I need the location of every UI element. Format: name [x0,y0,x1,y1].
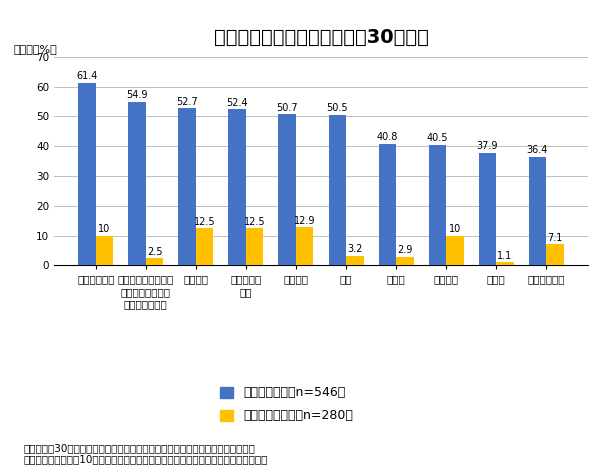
Bar [446,236,464,265]
Bar [178,109,196,265]
Bar [329,115,346,265]
Text: 3.2: 3.2 [347,245,362,255]
Bar [479,153,496,265]
Text: 52.4: 52.4 [226,98,248,108]
Bar [278,114,296,265]
Bar [529,157,546,265]
Legend: テレビで観戦（n=546）, 直接現地で観戦（n=280）: テレビで観戦（n=546）, 直接現地で観戦（n=280） [220,386,353,422]
Text: 50.5: 50.5 [326,103,348,113]
Text: 52.7: 52.7 [176,97,198,107]
Bar [428,145,446,265]
Text: （単位：%）: （単位：%） [14,45,58,55]
Bar [196,228,214,265]
Text: 61.4: 61.4 [76,71,98,81]
Bar [128,102,146,265]
Text: 54.9: 54.9 [127,91,148,100]
Bar [146,258,163,265]
Text: 10: 10 [98,224,110,234]
Bar [379,144,396,265]
Text: 40.5: 40.5 [427,133,448,143]
Text: 40.8: 40.8 [377,132,398,142]
Text: 12.5: 12.5 [244,217,266,227]
Bar [78,82,96,265]
Text: 12.9: 12.9 [294,216,316,226]
Bar [96,236,113,265]
Text: 10: 10 [449,224,461,234]
Bar [246,228,263,265]
Text: 1.1: 1.1 [497,251,512,261]
Text: 36.4: 36.4 [527,146,548,155]
Title: スポーツ観戦について（平成30年度）: スポーツ観戦について（平成30年度） [214,28,428,47]
Bar [229,109,246,265]
Bar [296,227,313,265]
Bar [496,262,514,265]
Text: 出典：平成30年度「県民の運動・スポーツに関する意識・実態調査」（鳥取県）
テレビ観戦割合上位10の競技におけるテレビ観戦割合及び競技場での観戦割合を抽出: 出典：平成30年度「県民の運動・スポーツに関する意識・実態調査」（鳥取県） テレ… [24,443,268,465]
Text: 2.9: 2.9 [397,246,413,255]
Text: 50.7: 50.7 [277,103,298,113]
Text: 7.1: 7.1 [547,233,563,243]
Bar [546,244,564,265]
Text: 37.9: 37.9 [476,141,498,151]
Bar [346,256,364,265]
Bar [396,257,413,265]
Text: 12.5: 12.5 [194,217,215,227]
Text: 2.5: 2.5 [147,246,163,256]
